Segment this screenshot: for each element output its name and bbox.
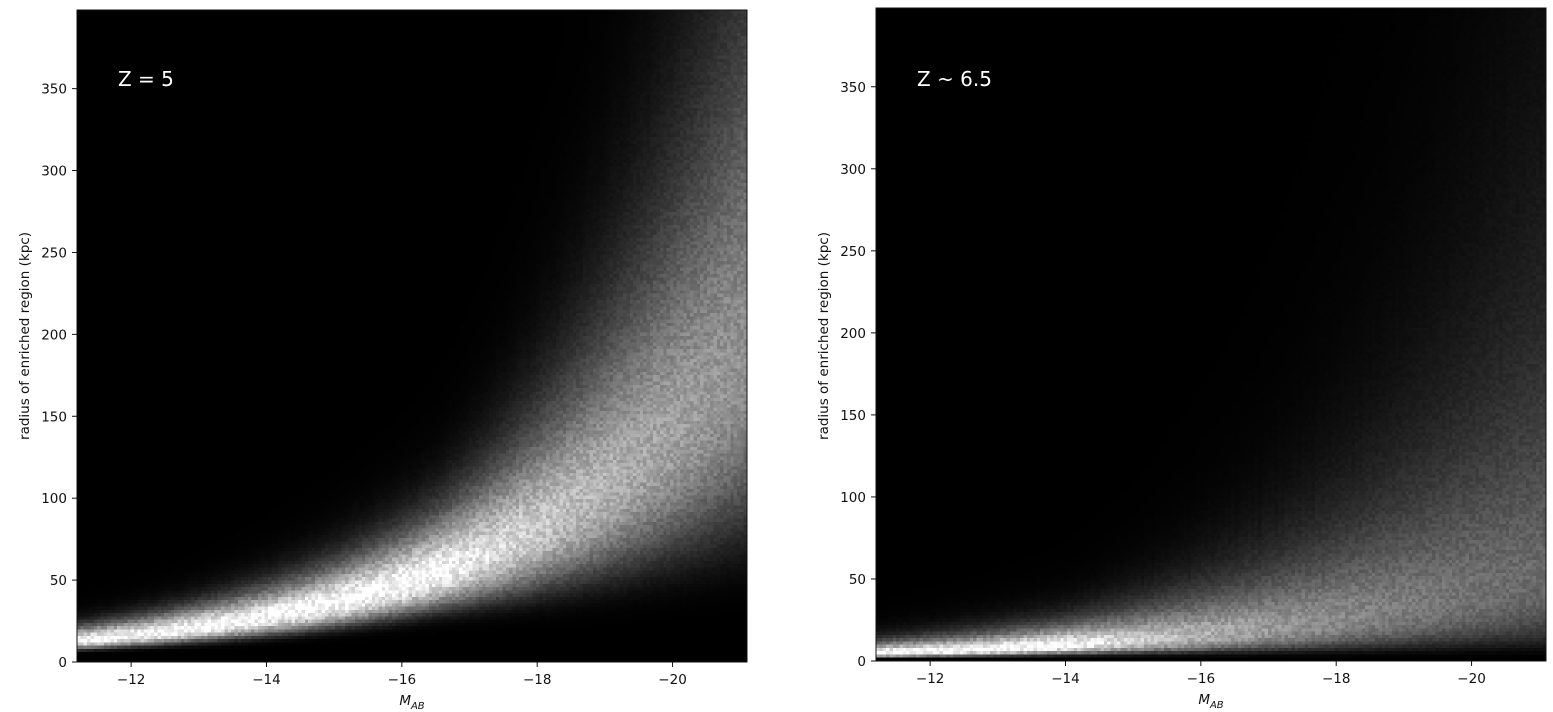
right-panel: −12 −14 −16 −18 −20 0 50 100 150 200 250 300 350 Z ~… bbox=[816, 7, 1547, 711]
left-y-tick-label: 300 bbox=[41, 164, 67, 180]
left-x-tick-label: −14 bbox=[252, 672, 281, 688]
left-y-tick-label: 150 bbox=[41, 409, 67, 425]
left-y-tick-label: 200 bbox=[41, 327, 67, 343]
right-plot-frame bbox=[875, 7, 1547, 662]
right-x-label-sub: AB bbox=[1209, 700, 1224, 711]
left-y-axis-label: radius of enriched region (kpc) bbox=[17, 232, 33, 440]
right-heatmap-image bbox=[876, 8, 1546, 661]
right-x-tick-label: −12 bbox=[916, 671, 945, 687]
right-y-tick-label: 100 bbox=[840, 490, 866, 506]
right-y-tick-label: 200 bbox=[840, 326, 866, 342]
left-x-tick-label: −18 bbox=[523, 672, 552, 688]
right-y-tick-label: 300 bbox=[840, 162, 866, 178]
left-y-tick-label: 50 bbox=[50, 573, 67, 589]
left-y-tick-label: 350 bbox=[41, 82, 67, 98]
right-x-axis-label: MAB bbox=[1198, 692, 1223, 711]
right-x-tick-label: −20 bbox=[1457, 671, 1486, 687]
left-panel-annotation: Z = 5 bbox=[118, 67, 174, 91]
right-y-tick-label: 0 bbox=[857, 654, 866, 670]
right-y-tick-label: 150 bbox=[840, 408, 866, 424]
right-y-tick-label: 350 bbox=[840, 80, 866, 96]
left-x-tick-label: −12 bbox=[117, 672, 146, 688]
left-y-tick-label: 250 bbox=[41, 245, 67, 261]
right-x-tick-label: −16 bbox=[1187, 671, 1216, 687]
right-y-axis-label: radius of enriched region (kpc) bbox=[816, 232, 832, 440]
left-x-tick-label: −16 bbox=[388, 672, 417, 688]
right-axis-ticks: −12 −14 −16 −18 −20 0 50 100 150 200 250 300 350 bbox=[840, 80, 1486, 687]
left-panel: −12 −14 −16 −18 −20 0 50 100 150 200 250 300 350 Z =… bbox=[17, 9, 748, 712]
left-x-label-base: M bbox=[399, 693, 411, 709]
left-x-tick-label: −20 bbox=[658, 672, 687, 688]
left-plot-frame bbox=[76, 9, 748, 663]
right-x-label-base: M bbox=[1198, 692, 1210, 708]
right-panel-annotation: Z ~ 6.5 bbox=[917, 67, 992, 91]
right-x-tick-label: −14 bbox=[1051, 671, 1080, 687]
left-axis-ticks: −12 −14 −16 −18 −20 0 50 100 150 200 250 300 350 bbox=[41, 82, 687, 688]
left-y-tick-label: 100 bbox=[41, 491, 67, 507]
left-x-label-sub: AB bbox=[410, 701, 425, 712]
right-y-tick-label: 250 bbox=[840, 244, 866, 260]
left-y-tick-label: 0 bbox=[58, 655, 67, 671]
right-y-tick-label: 50 bbox=[849, 572, 866, 588]
left-heatmap-image bbox=[77, 10, 747, 662]
left-x-axis-label: MAB bbox=[399, 693, 424, 712]
right-x-tick-label: −18 bbox=[1322, 671, 1351, 687]
